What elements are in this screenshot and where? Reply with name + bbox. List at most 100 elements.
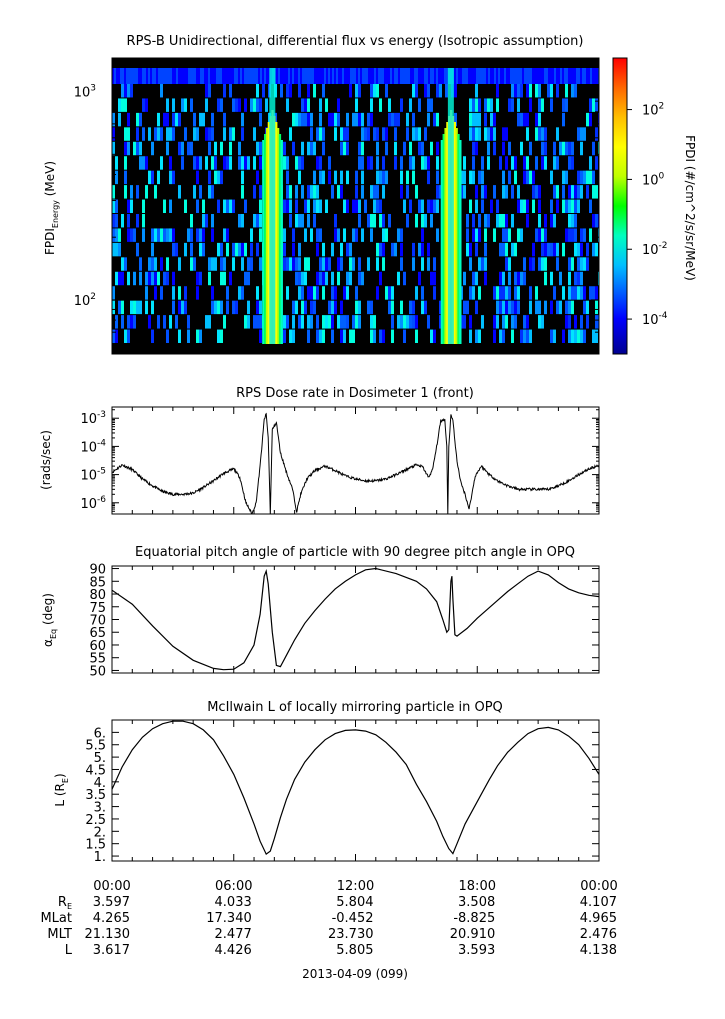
spectrogram-cell — [463, 300, 466, 315]
spectrogram-cell — [127, 228, 130, 242]
dose-rate-line — [112, 412, 599, 514]
spectrogram-cell — [188, 68, 190, 84]
spectrogram-cell — [532, 257, 535, 271]
spectrogram-cell — [304, 199, 307, 213]
spectrogram-cell — [421, 286, 424, 300]
spectrogram-cell — [430, 271, 433, 286]
spectrogram-cell — [553, 214, 556, 228]
spectrogram-cell — [523, 329, 526, 343]
time-tick-label: 06:00 — [215, 879, 252, 894]
spectrogram-cell — [560, 68, 562, 84]
spectrogram-cell — [568, 199, 571, 213]
spectrogram-cell — [334, 112, 337, 127]
spectrogram-cell — [310, 228, 313, 242]
spectrogram-cell — [283, 329, 286, 343]
spectrogram-cell — [193, 156, 196, 170]
spectrogram-cell — [577, 329, 580, 343]
spectrogram-cell — [352, 68, 354, 84]
spectrogram-cell — [112, 112, 115, 127]
spectrogram-cell — [535, 112, 538, 127]
y-tick-label: 1.5 — [85, 838, 106, 853]
spectrogram-cell — [496, 286, 499, 300]
spectrogram-cell — [382, 156, 385, 170]
spectrogram-cell — [118, 300, 121, 315]
spectrogram-cell — [373, 315, 376, 329]
spectrogram-cell — [517, 271, 520, 286]
spectrogram-cell — [379, 242, 382, 257]
spectrogram-cell — [130, 199, 133, 213]
spectrogram-cell — [446, 68, 448, 84]
spectrogram-cell — [400, 170, 403, 185]
spectrogram-cell — [406, 214, 409, 228]
spectrogram-cell — [434, 68, 436, 84]
spectrogram-cell — [310, 315, 313, 329]
spectrogram-cell — [235, 300, 238, 315]
spectrogram-cell — [169, 199, 172, 213]
axes: 10-6 10-5 10-4 10-3 — [80, 407, 600, 515]
spectrogram-cell — [220, 141, 223, 156]
spectrogram-cell — [301, 286, 304, 300]
spectrogram-cell — [550, 68, 552, 84]
spectrogram-cell — [430, 141, 433, 156]
spectrogram-cell — [595, 185, 598, 199]
spectrogram-cell — [463, 170, 466, 185]
spectrogram-cell — [154, 286, 157, 300]
spectrogram-cell — [354, 68, 356, 84]
spectrogram-cell — [498, 68, 500, 84]
spectrogram-cell — [247, 300, 250, 315]
spectrogram-cell — [133, 271, 136, 286]
spectrogram-cell — [523, 315, 526, 329]
spectrogram-cell — [163, 271, 166, 286]
spectrogram-cell — [490, 98, 493, 112]
spectrogram-cell — [286, 68, 288, 84]
spectrogram-cell — [493, 185, 496, 199]
spectrogram-cell — [580, 170, 583, 185]
spectrogram-cell — [439, 185, 442, 199]
spectrogram-cell — [163, 228, 166, 242]
spectrogram-cell — [259, 315, 262, 329]
spectrogram-cell — [134, 68, 136, 84]
spectrogram-cell — [228, 68, 230, 84]
spectrogram-cell — [456, 68, 458, 84]
spectrogram-cell — [370, 68, 372, 84]
spectrogram-cell — [187, 315, 190, 329]
spectrogram-cell — [112, 141, 115, 156]
spectrogram-cell — [427, 156, 430, 170]
spectrogram-cell — [331, 242, 334, 257]
spectrogram-cell — [241, 286, 244, 300]
spectrogram-cell — [576, 68, 578, 84]
y-tick-label: 10-5 — [80, 467, 106, 484]
plot-frame — [111, 406, 600, 515]
spectrogram-cell — [238, 156, 241, 170]
spectrogram-cell — [367, 156, 370, 170]
spectrogram-cell — [362, 68, 364, 84]
spectrogram-cell — [523, 271, 526, 286]
spectrogram-cell — [592, 98, 595, 112]
spectrogram-cell — [322, 127, 325, 141]
spectrogram-cell — [187, 228, 190, 242]
spectrogram-cell — [304, 257, 307, 271]
spectrogram-cell — [415, 84, 418, 98]
spectrogram-cell — [538, 214, 541, 228]
spectrogram-cell — [502, 127, 505, 141]
spectrogram-cell — [400, 68, 402, 84]
spectrogram-cell — [322, 257, 325, 271]
spectrogram-cell — [376, 242, 379, 257]
spectrogram-cell — [580, 329, 583, 343]
spectrogram-cell — [259, 185, 262, 199]
spectrogram-cell — [523, 199, 526, 213]
spectrogram-cell — [475, 271, 478, 286]
spectrogram-cell — [540, 68, 542, 84]
spectrogram-cell — [226, 228, 229, 242]
spectrogram-cell — [325, 271, 328, 286]
spectrogram-cell — [343, 286, 346, 300]
spectrogram-cell — [256, 68, 258, 84]
spectrogram-cell — [532, 185, 535, 199]
spectrogram-cell — [256, 141, 259, 156]
spectrogram-cell — [490, 112, 493, 127]
spectrogram-cell — [391, 300, 394, 315]
spectrogram-cell — [160, 68, 162, 84]
spectrogram-cell — [181, 300, 184, 315]
spectrogram-cell — [370, 214, 373, 228]
y-tick-label: 5. — [94, 751, 106, 766]
